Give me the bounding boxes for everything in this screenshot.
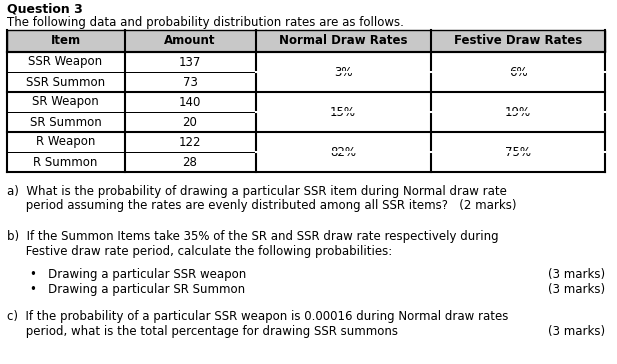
Text: 6%: 6% [508, 66, 528, 79]
Bar [7, 152, 605, 172]
Text: (3 marks): (3 marks) [548, 324, 605, 337]
Text: 20: 20 [183, 115, 197, 128]
Text: Question 3: Question 3 [7, 3, 83, 16]
Text: SSR Weapon: SSR Weapon [28, 55, 102, 68]
Text: 15%: 15% [330, 106, 356, 119]
Text: R Weapon: R Weapon [36, 135, 95, 149]
Text: 75%: 75% [505, 146, 531, 158]
Text: Festive Draw Rates: Festive Draw Rates [454, 35, 582, 47]
Text: 82%: 82% [330, 146, 356, 158]
Text: The following data and probability distribution rates are as follows.: The following data and probability distr… [7, 16, 404, 29]
Text: (3 marks): (3 marks) [548, 283, 605, 296]
Text: c)  If the probability of a particular SSR weapon is 0.00016 during Normal draw : c) If the probability of a particular SS… [7, 310, 508, 323]
Text: SSR Summon: SSR Summon [26, 75, 105, 88]
Text: 73: 73 [183, 75, 197, 88]
Text: a)  What is the probability of drawing a particular SSR item during Normal draw : a) What is the probability of drawing a … [7, 185, 507, 198]
Text: •   Drawing a particular SSR weapon: • Drawing a particular SSR weapon [30, 268, 246, 281]
Bar [7, 72, 605, 92]
Bar [7, 52, 605, 72]
Bar [7, 132, 605, 152]
Bar [7, 92, 605, 112]
Text: •   Drawing a particular SR Summon: • Drawing a particular SR Summon [30, 283, 245, 296]
Text: period, what is the total percentage for drawing SSR summons: period, what is the total percentage for… [7, 324, 398, 337]
Text: Item: Item [51, 35, 81, 47]
Text: Normal Draw Rates: Normal Draw Rates [279, 35, 407, 47]
Text: R Summon: R Summon [33, 155, 97, 169]
Text: 28: 28 [183, 155, 197, 169]
Text: 19%: 19% [505, 106, 531, 119]
Text: SR Summon: SR Summon [30, 115, 101, 128]
Bar [7, 112, 605, 132]
Text: (3 marks): (3 marks) [548, 268, 605, 281]
Text: period assuming the rates are evenly distributed among all SSR items?   (2 marks: period assuming the rates are evenly dis… [7, 199, 516, 213]
Text: b)  If the Summon Items take 35% of the SR and SSR draw rate respectively during: b) If the Summon Items take 35% of the S… [7, 230, 499, 243]
Text: Amount: Amount [164, 35, 216, 47]
Text: 140: 140 [179, 95, 201, 108]
Text: SR Weapon: SR Weapon [32, 95, 99, 108]
Text: 122: 122 [179, 135, 201, 149]
Text: 137: 137 [179, 55, 201, 68]
Text: 3%: 3% [334, 66, 352, 79]
Text: Festive draw rate period, calculate the following probabilities:: Festive draw rate period, calculate the … [7, 245, 392, 257]
Bar [7, 30, 605, 52]
